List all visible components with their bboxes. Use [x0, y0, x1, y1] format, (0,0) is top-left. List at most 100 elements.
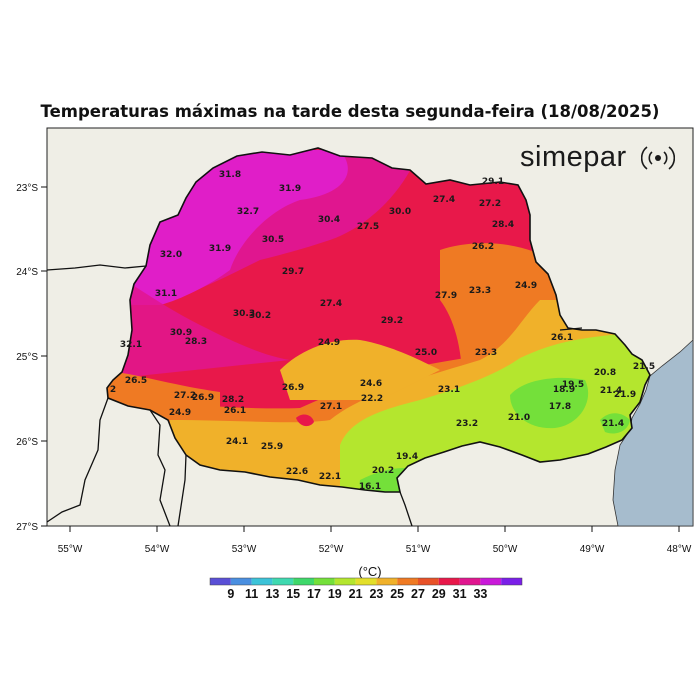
- lat-tick-label: 26°S: [16, 437, 38, 448]
- lat-tick-label: 25°S: [16, 352, 38, 363]
- legend-tick-label: 19: [328, 587, 342, 601]
- temperature-value: 29.2: [381, 316, 403, 326]
- lon-tick-label: 48°W: [667, 544, 692, 555]
- temperature-value: 19.4: [396, 452, 418, 462]
- temperature-value: 17.8: [549, 402, 571, 412]
- radio-wave-icon: [641, 146, 676, 170]
- temperature-value: 28.4: [492, 220, 514, 230]
- lon-tick-label: 52°W: [319, 544, 344, 555]
- legend-tick-label: 15: [286, 587, 300, 601]
- legend-tick-label: 23: [369, 587, 383, 601]
- legend-swatch: [355, 578, 377, 585]
- temperature-value: 31.8: [219, 170, 241, 180]
- parana-border: [106, 147, 651, 493]
- legend-tick-label: 17: [307, 587, 321, 601]
- page-title: Temperaturas máximas na tarde desta segu…: [40, 102, 660, 121]
- legend-tick-label: 21: [349, 587, 363, 601]
- temperature-value: 25.9: [261, 442, 283, 452]
- legend-swatch: [210, 578, 231, 585]
- temperature-value: 19.5: [562, 380, 584, 390]
- temperature-labels: 31.8 31.9 32.7 30.4 30.0 27.4 29.1 27.2 28.4 32.0…: [110, 170, 655, 492]
- temperature-value: 32.7: [237, 207, 259, 217]
- temperature-value: 21.9: [614, 390, 636, 400]
- temperature-value: 24.9: [169, 408, 191, 418]
- temperature-value: 21.4: [600, 386, 622, 396]
- temperature-value: 30.3: [233, 309, 255, 319]
- temperature-value: 26.1: [551, 333, 573, 343]
- axis-ticks: [41, 186, 680, 532]
- legend-swatch: [501, 578, 522, 585]
- temperature-value: 20.2: [372, 466, 394, 476]
- legend-tick-label: 11: [245, 587, 258, 601]
- temperature-value: 18.9: [553, 385, 575, 395]
- temperature-value: 30.0: [389, 207, 411, 217]
- neighbour-borders: [46, 264, 583, 527]
- legend-tick-label: 31: [453, 587, 467, 601]
- temperature-value: 27.2: [479, 199, 501, 209]
- temperature-value: 31.9: [279, 184, 301, 194]
- lon-tick-label: 50°W: [493, 544, 518, 555]
- lon-tick-label: 51°W: [406, 544, 431, 555]
- temperature-value: 30.5: [262, 235, 284, 245]
- legend-swatch: [314, 578, 335, 585]
- legend-swatch: [376, 578, 398, 585]
- temperature-value: 31.9: [209, 244, 231, 254]
- temperature-value: 24.6: [360, 379, 382, 389]
- brand-text: simepar: [520, 141, 627, 173]
- temperature-value: 22.1: [319, 472, 341, 482]
- lon-tick-label: 53°W: [232, 544, 257, 555]
- latitude-labels: 23°S 24°S 25°S 26°S 27°S: [16, 183, 38, 533]
- temperature-value: 31.1: [155, 289, 177, 299]
- legend-swatch: [480, 578, 502, 585]
- temperature-value: 21.0: [508, 413, 530, 423]
- temperature-value: 26.5: [125, 376, 147, 386]
- temperature-value: 26.9: [192, 393, 214, 403]
- temperature-value: 29.7: [282, 267, 304, 277]
- temperature-value: 21.5: [633, 362, 655, 372]
- lon-tick-label: 49°W: [580, 544, 605, 555]
- legend-swatch: [293, 578, 314, 585]
- temperature-value: 30.9: [170, 328, 192, 338]
- lat-tick-label: 24°S: [16, 267, 38, 278]
- brand-name: simepar: [520, 141, 676, 174]
- legend-tick-labels: 9 11 13 15 17 19 21 23 25 27 29 31 33: [227, 587, 487, 601]
- temperature-value: 30.2: [249, 311, 271, 321]
- lat-tick-label: 23°S: [16, 183, 38, 194]
- temperature-value: 21.4: [602, 419, 624, 429]
- lat-tick-label: 27°S: [16, 522, 38, 533]
- temperature-value: 27.9: [435, 291, 457, 301]
- longitude-labels: 55°W 54°W 53°W 52°W 51°W 50°W 49°W 48°W: [58, 544, 692, 555]
- temperature-value: 22.6: [286, 467, 308, 477]
- temperature-value: 29.1: [482, 177, 504, 187]
- legend-swatch: [334, 578, 356, 585]
- temperature-value: 26.9: [282, 383, 304, 393]
- legend-tick-label: 29: [432, 587, 446, 601]
- legend-colorbar: [209, 577, 523, 586]
- temperature-value: 23.2: [456, 419, 478, 429]
- temperature-value: 32.0: [160, 250, 182, 260]
- temperature-value: 28.2: [222, 395, 244, 405]
- temperature-value: 22.2: [361, 394, 383, 404]
- legend-unit: (°C): [358, 564, 381, 579]
- legend: (°C) 9 11 13 15 17 19 21 23 25 27 29 31 33: [209, 564, 523, 601]
- lon-tick-label: 54°W: [145, 544, 170, 555]
- temperature-value: 2: [110, 385, 116, 395]
- temperature-value: 16.1: [359, 482, 381, 492]
- temperature-value: 27.4: [433, 195, 455, 205]
- legend-bar-outline: [209, 577, 523, 586]
- temperature-value: 26.1: [224, 406, 246, 416]
- legend-tick-label: 33: [473, 587, 487, 601]
- legend-swatch: [459, 578, 481, 585]
- temperature-value: 28.3: [185, 337, 207, 347]
- temperature-value: 20.8: [594, 368, 616, 378]
- temperature-value: 24.9: [515, 281, 537, 291]
- temperature-value: 27.4: [320, 299, 342, 309]
- legend-tick-label: 27: [411, 587, 425, 601]
- temperature-value: 27.2: [174, 391, 196, 401]
- temperature-value: 25.0: [415, 348, 437, 358]
- temperature-value: 27.5: [357, 222, 379, 232]
- legend-tick-label: 13: [265, 587, 279, 601]
- legend-swatch: [272, 578, 294, 585]
- temperature-value: 23.3: [469, 286, 491, 296]
- legend-swatch: [251, 578, 273, 585]
